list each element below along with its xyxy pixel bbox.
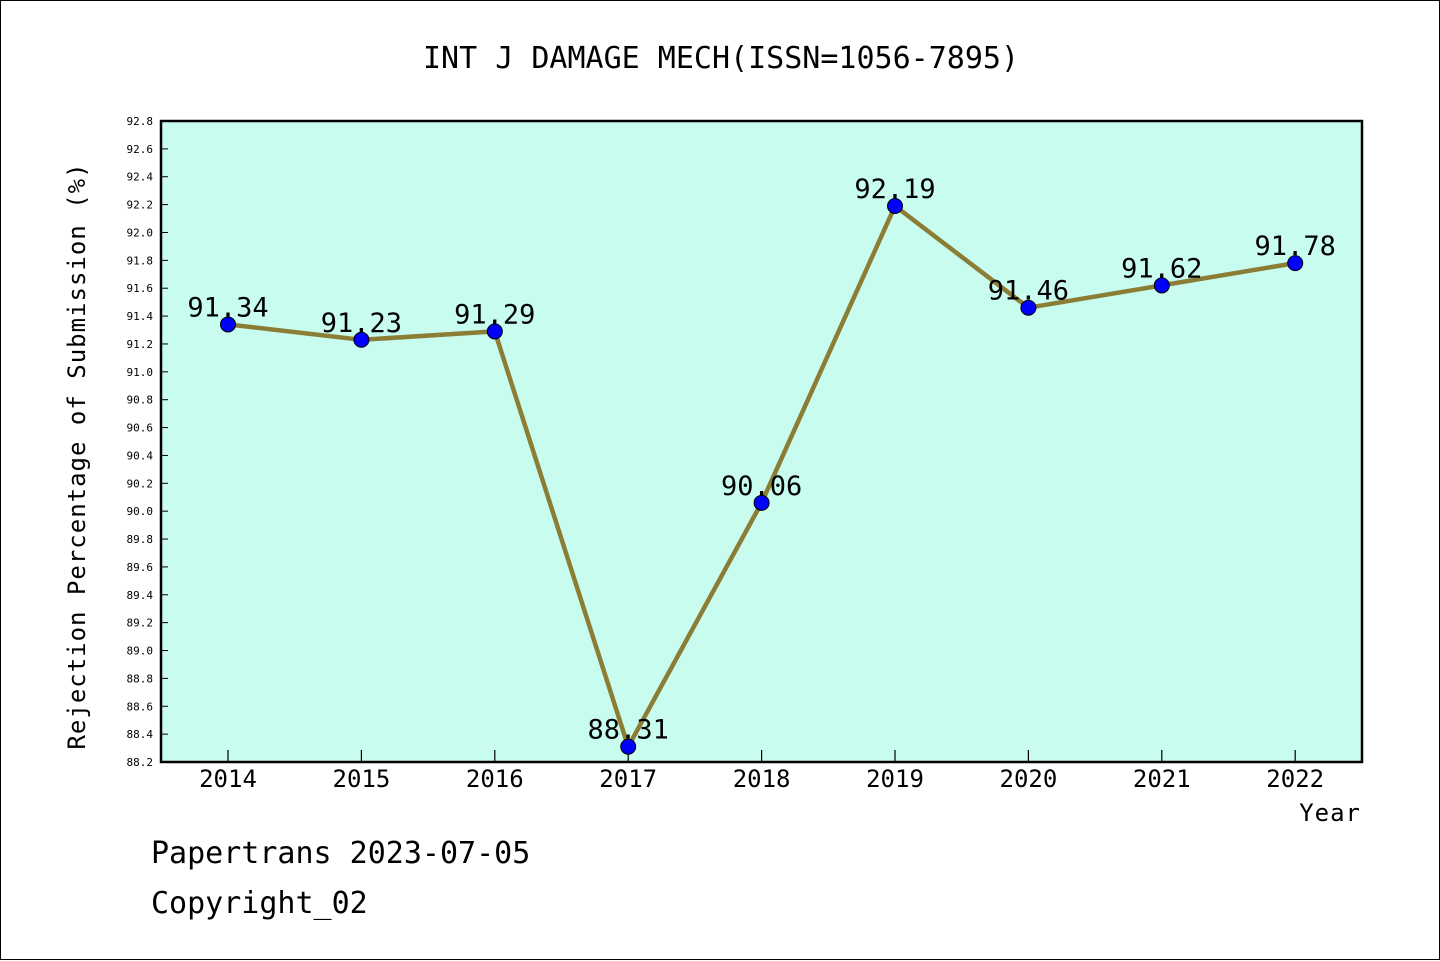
data-labels: 91.34 91.23 91.29 88.31 90.06 92.19 91.46 91.62… — [187, 174, 1335, 746]
data-point — [1287, 255, 1304, 272]
data-label: 91.46 — [988, 276, 1069, 307]
data-point — [1153, 277, 1170, 294]
chart-title: INT J DAMAGE MECH(ISSN=1056-7895) — [423, 41, 1019, 76]
footer-date: Papertrans 2023-07-05 — [151, 836, 531, 871]
x-axis-label: Year — [1299, 799, 1361, 827]
x-tick-label: 2015 — [333, 765, 391, 793]
data-point — [620, 738, 637, 755]
y-tick-label: 89.0 — [127, 645, 154, 658]
y-tick-label: 90.4 — [127, 449, 154, 462]
y-tick-label: 90.6 — [127, 422, 154, 435]
y-tick-label: 88.8 — [127, 672, 154, 685]
y-tick-label: 89.4 — [127, 589, 154, 602]
x-tick-label: 2020 — [1000, 765, 1058, 793]
y-tick-label: 92.0 — [127, 226, 154, 239]
data-point — [486, 323, 503, 340]
x-tick-label: 2022 — [1266, 765, 1324, 793]
y-tick-label: 89.2 — [127, 617, 154, 630]
y-tick-label: 90.8 — [127, 394, 154, 407]
data-label: 88.31 — [588, 715, 669, 746]
y-axis-label: Rejection Percentage of Submission (%) — [63, 162, 91, 749]
series-markers — [220, 198, 1304, 755]
x-tick-label: 2019 — [866, 765, 924, 793]
data-label: 91.62 — [1121, 253, 1202, 284]
x-tick-label: 2017 — [599, 765, 657, 793]
y-tick-label: 91.2 — [127, 338, 154, 351]
footer-copyright: Copyright_02 — [151, 886, 368, 921]
data-label: 91.78 — [1255, 231, 1336, 262]
y-tick-label: 89.6 — [127, 561, 154, 574]
data-point — [887, 198, 903, 215]
data-point — [220, 316, 236, 333]
x-tick-label: 2014 — [199, 765, 257, 793]
y-tick-label: 91.4 — [127, 310, 154, 323]
x-tick-label: 2016 — [466, 765, 524, 793]
x-tick-label: 2021 — [1133, 765, 1191, 793]
y-tick-label: 92.4 — [127, 171, 154, 184]
x-tick-label: 2018 — [733, 765, 791, 793]
y-tick-label: 90.0 — [127, 505, 154, 518]
y-tick-label: 91.6 — [127, 282, 154, 295]
y-tick-label: 89.8 — [127, 533, 154, 546]
y-tick-label: 92.8 — [127, 115, 154, 128]
plot-area — [159, 119, 1364, 764]
y-axis: 88.2 88.4 88.6 88.8 89.0 89.2 89.4 89.6 89.8 90.0… — [127, 115, 168, 769]
data-label: 92.19 — [854, 174, 935, 205]
data-label: 90.06 — [721, 471, 802, 502]
y-tick-label: 92.6 — [127, 143, 154, 156]
data-point — [1020, 299, 1037, 316]
y-tick-label: 91.0 — [127, 366, 154, 379]
y-tick-label: 88.6 — [127, 700, 154, 713]
data-label: 91.29 — [454, 299, 535, 330]
data-label: 91.34 — [187, 292, 268, 323]
y-tick-label: 88.2 — [127, 756, 154, 769]
data-label: 91.23 — [321, 308, 402, 339]
y-tick-label: 88.4 — [127, 728, 154, 741]
y-tick-label: 90.2 — [127, 477, 154, 490]
x-axis: 2014 2015 2016 2017 2018 2019 2020 2021 2022 — [199, 750, 1324, 793]
data-point — [353, 331, 370, 348]
y-tick-label: 92.2 — [127, 199, 154, 212]
data-point — [753, 494, 770, 511]
y-tick-label: 91.8 — [127, 254, 154, 267]
